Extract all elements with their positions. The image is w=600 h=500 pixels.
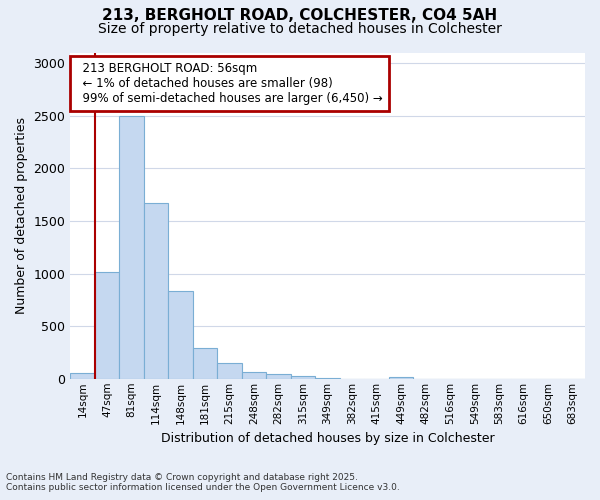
Bar — [266, 374, 291, 379]
Bar — [95, 272, 119, 379]
Bar — [389, 376, 413, 379]
Bar — [291, 376, 316, 379]
Bar — [193, 348, 217, 379]
Bar — [169, 292, 193, 379]
Bar — [242, 372, 266, 379]
Bar — [316, 378, 340, 379]
Text: 213, BERGHOLT ROAD, COLCHESTER, CO4 5AH: 213, BERGHOLT ROAD, COLCHESTER, CO4 5AH — [103, 8, 497, 22]
Text: Contains HM Land Registry data © Crown copyright and database right 2025.
Contai: Contains HM Land Registry data © Crown c… — [6, 473, 400, 492]
Bar — [144, 203, 169, 379]
Bar — [217, 363, 242, 379]
Bar — [70, 373, 95, 379]
Text: Size of property relative to detached houses in Colchester: Size of property relative to detached ho… — [98, 22, 502, 36]
Y-axis label: Number of detached properties: Number of detached properties — [15, 117, 28, 314]
Bar — [119, 116, 144, 379]
Text: 213 BERGHOLT ROAD: 56sqm
  ← 1% of detached houses are smaller (98)
  99% of sem: 213 BERGHOLT ROAD: 56sqm ← 1% of detache… — [76, 62, 383, 106]
X-axis label: Distribution of detached houses by size in Colchester: Distribution of detached houses by size … — [161, 432, 494, 445]
